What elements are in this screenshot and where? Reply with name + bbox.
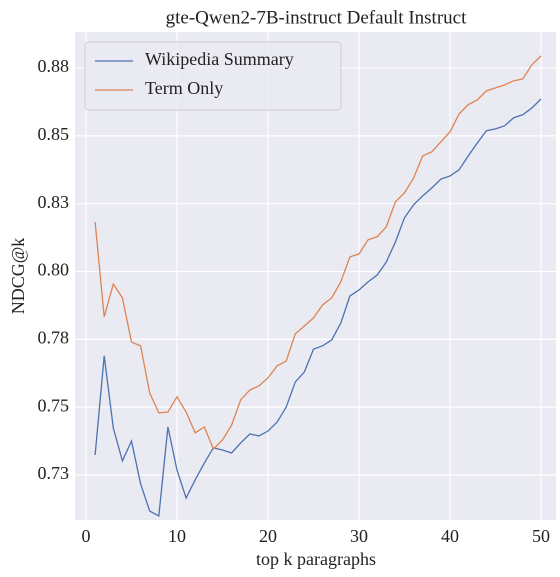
x-tick-label: 50 (532, 526, 550, 546)
x-tick-label: 0 (82, 526, 91, 546)
legend-label: Wikipedia Summary (145, 49, 294, 69)
legend: Wikipedia Summary Term Only (84, 41, 342, 111)
plot-area (75, 32, 556, 520)
legend-label: Term Only (145, 78, 223, 98)
x-tick-label: 20 (259, 526, 277, 546)
x-tick-label: 40 (441, 526, 459, 546)
y-tick-label: 0.83 (38, 192, 70, 212)
x-tick-label: 10 (168, 526, 186, 546)
y-tick-label: 0.75 (38, 395, 70, 415)
y-axis-label: NDCG@k (8, 238, 28, 315)
y-tick-label: 0.73 (38, 463, 70, 483)
y-tick-label: 0.88 (38, 56, 70, 76)
line (94, 98, 542, 517)
y-tick-label: 0.80 (38, 260, 70, 280)
x-tick-label: 30 (350, 526, 368, 546)
y-tick-label: 0.85 (38, 124, 70, 144)
y-tick-label: 0.78 (38, 327, 70, 347)
x-axis-label: top k paragraphs (256, 549, 376, 569)
line (94, 55, 542, 451)
legend-box (84, 41, 342, 111)
chart-title: gte-Qwen2-7B-instruct Default Instruct (166, 7, 467, 28)
